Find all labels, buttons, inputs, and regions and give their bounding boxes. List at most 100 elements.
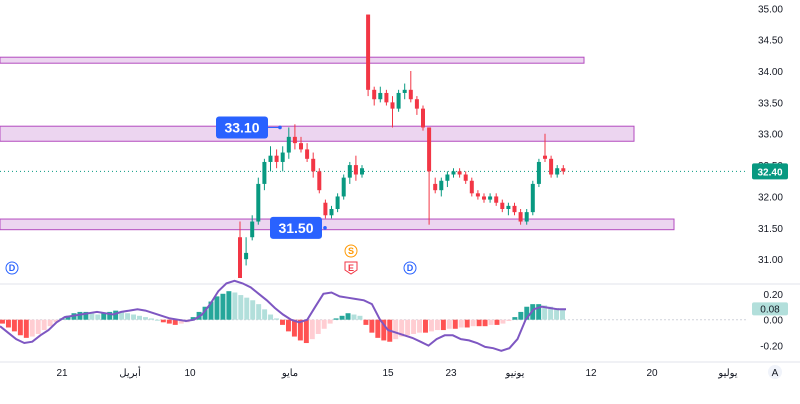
candle-body <box>475 193 480 197</box>
candle-body <box>402 89 407 93</box>
support-resistance-zone <box>0 125 635 142</box>
candle-body <box>445 174 450 181</box>
osc-histogram-bar <box>190 317 196 320</box>
osc-histogram-bar <box>500 319 506 324</box>
candle-body <box>280 152 285 162</box>
auto-scale-button <box>768 365 782 379</box>
osc-tick-label: -0.20 <box>760 342 783 353</box>
candle-body <box>360 168 364 175</box>
candle-body <box>457 171 462 175</box>
candle-body <box>549 158 554 175</box>
osc-histogram-bar <box>428 319 434 332</box>
candle-body <box>408 89 413 100</box>
osc-histogram-bar <box>554 308 560 320</box>
candle-body <box>518 212 523 222</box>
last-price-text: 32.40 <box>757 167 782 178</box>
candle-body <box>463 174 468 181</box>
price-tick-label: 34.00 <box>758 67 783 78</box>
osc-histogram-bar <box>440 319 446 331</box>
osc-histogram-bar <box>524 306 530 320</box>
osc-histogram-bar <box>5 319 11 328</box>
osc-histogram-bar <box>411 319 417 334</box>
osc-histogram-bar <box>333 318 339 320</box>
candle-body <box>390 102 395 109</box>
price-label-dot <box>323 226 327 230</box>
price-label-text: 31.50 <box>278 220 313 236</box>
osc-histogram-bar <box>29 319 35 337</box>
price-tick-label: 31.50 <box>758 224 783 235</box>
candle-body <box>530 183 535 213</box>
candle-body <box>250 221 255 238</box>
price-label-badge <box>270 216 322 239</box>
osc-histogram-bar <box>345 313 351 320</box>
osc-histogram-bar <box>458 319 464 328</box>
osc-histogram-bar <box>518 311 524 320</box>
osc-histogram-bar <box>119 311 125 320</box>
osc-histogram-bar <box>303 319 309 344</box>
split-event-icon <box>344 244 358 258</box>
osc-histogram-bar <box>23 319 29 338</box>
osc-histogram-bar <box>423 319 428 333</box>
osc-histogram-bar <box>315 319 321 334</box>
earnings-event-glyph: E <box>348 263 354 273</box>
candle-body <box>512 205 517 213</box>
price-tick-label: 34.50 <box>758 36 783 47</box>
osc-histogram-bar <box>405 319 411 336</box>
candle-body <box>286 136 291 153</box>
osc-histogram-bar <box>47 319 53 327</box>
osc-histogram-bar <box>41 319 47 331</box>
candle-body <box>439 180 444 191</box>
price-tick-label: 31.00 <box>758 255 783 266</box>
dividend-event-icon <box>403 261 417 275</box>
dividend-event-icon <box>5 261 19 275</box>
candle-body <box>329 209 334 216</box>
osc-histogram-bar <box>262 309 268 320</box>
time-tick-label: 10 <box>184 368 196 379</box>
osc-histogram-bar <box>250 300 256 320</box>
osc-histogram-bar <box>536 304 542 320</box>
osc-histogram-bar <box>476 319 482 327</box>
osc-histogram-bar <box>172 319 178 325</box>
candle-body <box>353 165 358 175</box>
auto-scale-glyph: A <box>772 368 779 379</box>
candle-body <box>366 14 371 90</box>
candle-body <box>305 149 310 159</box>
candle-body <box>311 158 316 172</box>
candle-body <box>323 202 328 216</box>
osc-histogram-bar <box>560 309 565 320</box>
earnings-event-icon <box>344 261 358 275</box>
osc-histogram-bar <box>494 319 500 325</box>
price-label-badge <box>216 116 268 139</box>
candle-body <box>238 237 242 278</box>
price-tick-label: 33.50 <box>758 98 783 109</box>
osc-histogram-bar <box>327 319 333 324</box>
osc-tick-label: 0.20 <box>764 290 784 301</box>
time-tick-label: يونيو <box>505 368 525 379</box>
dividend-event-glyph: D <box>407 263 414 273</box>
candle-body <box>561 168 566 172</box>
osc-histogram-bar <box>226 291 232 320</box>
candle-body <box>414 99 419 109</box>
osc-histogram-bar <box>0 319 5 324</box>
osc-histogram-bar <box>53 319 59 323</box>
osc-histogram-bar <box>434 319 440 331</box>
candle-body <box>421 108 425 128</box>
osc-histogram-bar <box>232 292 238 320</box>
osc-histogram-bar <box>17 319 23 336</box>
time-tick-label: يوليو <box>717 368 737 379</box>
osc-histogram-bar <box>137 315 142 320</box>
candle-body <box>536 161 541 184</box>
time-tick-label: مايو <box>281 368 298 379</box>
osc-histogram-bar <box>321 319 327 329</box>
price-tick-label: 35.00 <box>758 4 783 15</box>
time-tick-label: 15 <box>382 368 394 379</box>
osc-histogram-bar <box>542 305 548 320</box>
osc-histogram-bar <box>375 319 381 338</box>
osc-histogram-bar <box>166 319 172 324</box>
osc-histogram-bar <box>417 319 423 333</box>
candle-body <box>256 183 261 222</box>
candle-body <box>555 168 560 175</box>
osc-histogram-bar <box>548 306 554 320</box>
